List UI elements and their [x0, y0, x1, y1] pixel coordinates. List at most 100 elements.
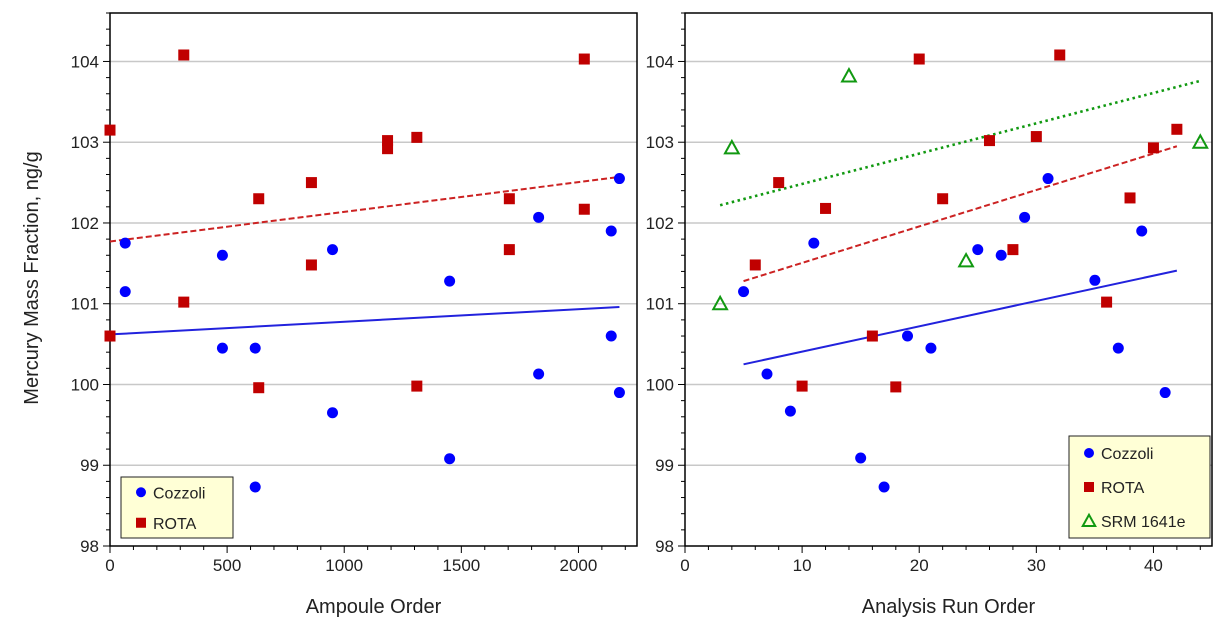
rota-point [1147, 142, 1159, 154]
rota-point [503, 193, 515, 205]
rota-point [749, 259, 761, 271]
rota-point [305, 177, 317, 189]
y-tick-label: 103 [71, 133, 99, 152]
cozzoli-point [1042, 173, 1054, 185]
rota-point [411, 131, 423, 143]
srm-1641e-point [1191, 133, 1209, 149]
cozzoli-point [878, 481, 890, 493]
y-tick-label: 101 [71, 295, 99, 314]
cozzoli-point [1159, 387, 1171, 399]
legend-label-srm-1641e: SRM 1641e [1101, 514, 1186, 531]
trendline-rota [109, 175, 620, 243]
rota-point [796, 380, 808, 392]
rota-point [1101, 296, 1113, 308]
cozzoli-point [605, 330, 617, 342]
plot-area-frame [109, 12, 638, 547]
cozzoli-point [613, 387, 625, 399]
cozzoli-point [327, 244, 339, 256]
x-tick-label: 30 [1027, 556, 1046, 575]
x-tick-label: 500 [213, 556, 241, 575]
legend-label-cozzoli: Cozzoli [1101, 446, 1153, 463]
cozzoli-point [1112, 342, 1124, 354]
legend-label-rota: ROTA [153, 516, 197, 533]
x-axis-title: Analysis Run Order [862, 596, 1036, 618]
y-tick-label: 102 [71, 214, 99, 233]
cozzoli-point [902, 330, 914, 342]
cozzoli-point [533, 368, 545, 380]
x-tick-label: 0 [680, 556, 689, 575]
cozzoli-point [444, 453, 456, 465]
trendline-rota [743, 145, 1178, 283]
cozzoli-point [444, 275, 456, 287]
trendline-cozzoli [109, 305, 620, 336]
cozzoli-point [327, 407, 339, 419]
legend-marker-rota [136, 517, 146, 528]
cozzoli-point [249, 481, 261, 493]
cozzoli-point [738, 286, 750, 298]
left-chart-ampoule-order: 98 99 100 101 102 103 104 0 500 1000 1500 2000 Ampou… [21, 12, 638, 618]
srm-1641e-point [840, 67, 858, 83]
y-tick-label: 103 [646, 133, 674, 152]
rota-point [411, 380, 423, 392]
trendline-cozzoli [743, 269, 1178, 366]
rota-point [913, 53, 925, 65]
cozzoli-point [972, 244, 984, 256]
legend-box [120, 476, 234, 539]
y-tick-label: 98 [80, 537, 99, 556]
rota-point [503, 244, 515, 256]
rota-point [983, 135, 995, 147]
rota-point [178, 49, 190, 61]
legend: Cozzoli ROTA [120, 476, 234, 539]
y-axis-title: Mercury Mass Fraction, ng/g [21, 151, 43, 404]
y-tick-label: 98 [655, 537, 674, 556]
trendline-srm-1641e [719, 79, 1201, 207]
rota-point [1007, 244, 1019, 256]
legend: Cozzoli ROTA SRM 1641e [1068, 435, 1211, 539]
cozzoli-point [216, 249, 228, 261]
rota-point [178, 296, 190, 308]
legend-marker-srm-1641e [1081, 512, 1097, 527]
rota-point [578, 203, 590, 215]
rota-point [1124, 192, 1136, 204]
legend-label-cozzoli: Cozzoli [153, 485, 205, 502]
cozzoli-point [533, 211, 545, 223]
srm-1641e-point [723, 138, 741, 155]
y-tick-label: 99 [80, 456, 99, 475]
rota-point [104, 330, 116, 342]
y-tick-label: 101 [646, 295, 674, 314]
x-tick-label: 2000 [560, 556, 598, 575]
rota-point [253, 193, 265, 205]
x-tick-label: 20 [910, 556, 929, 575]
y-tick-label: 104 [646, 52, 674, 71]
rota-point [1171, 123, 1183, 135]
rota-point [820, 202, 832, 214]
y-tick-label: 102 [646, 214, 674, 233]
cozzoli-point [1136, 225, 1148, 237]
srm-1641e-point [711, 294, 729, 311]
legend-marker-cozzoli [136, 487, 146, 498]
cozzoli-point [216, 342, 228, 354]
cozzoli-point [761, 368, 773, 380]
x-tick-label: 0 [105, 556, 114, 575]
legend-marker-cozzoli [1084, 448, 1094, 458]
plot-area-frame [684, 12, 1213, 547]
x-axis-title: Ampoule Order [306, 596, 442, 618]
cozzoli-point [1089, 274, 1101, 286]
x-tick-label: 10 [793, 556, 812, 575]
cozzoli-point [249, 342, 261, 354]
rota-point [866, 330, 878, 342]
cozzoli-point [784, 405, 796, 417]
x-tick-label: 1500 [442, 556, 480, 575]
rota-point [937, 193, 949, 205]
y-tick-label: 100 [71, 375, 99, 394]
cozzoli-point [613, 173, 625, 185]
rota-point [305, 259, 317, 271]
srm-1641e-point [957, 251, 975, 268]
rota-point [382, 135, 394, 147]
cozzoli-point [605, 225, 617, 237]
y-tick-label: 99 [655, 456, 674, 475]
cozzoli-point [808, 237, 820, 249]
cozzoli-point [119, 286, 131, 298]
x-tick-label: 40 [1144, 556, 1163, 575]
